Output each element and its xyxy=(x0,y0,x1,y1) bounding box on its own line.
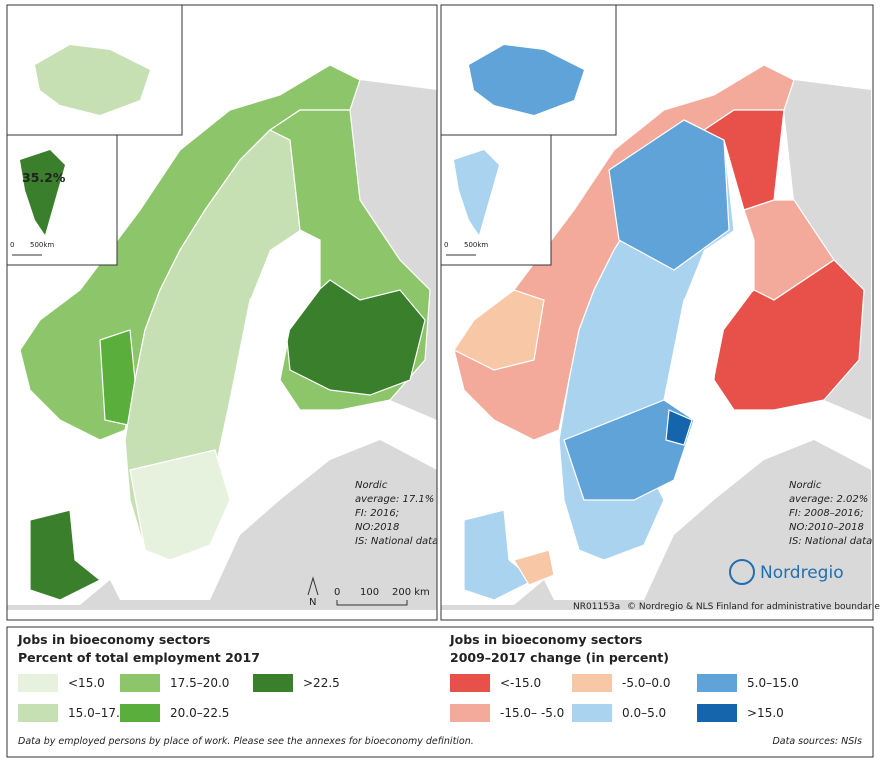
legend-label: >15.0 xyxy=(747,706,784,720)
inset-scale: 500km xyxy=(464,241,488,249)
note-line: FI: 2008–2016; xyxy=(789,508,864,519)
brand: Nordregio xyxy=(760,563,844,583)
note-line: IS: National data xyxy=(355,536,438,547)
scale-label: 200 km xyxy=(392,587,430,598)
legend-swatch xyxy=(572,704,612,722)
legend-label: 17.5–20.0 xyxy=(170,676,229,690)
scale-label: 100 xyxy=(360,587,379,598)
legend-swatch xyxy=(697,674,737,692)
note-line: NO:2018 xyxy=(355,522,399,533)
legend-label: <-15.0 xyxy=(500,676,541,690)
map-right: 0 500km Nordic average: 2.02% FI: 2008–2… xyxy=(440,4,880,621)
legend-label: -5.0–0.0 xyxy=(622,676,671,690)
legend-subtitle: Percent of total employment 2017 xyxy=(18,650,260,665)
legend-swatch xyxy=(18,674,58,692)
note-line: average: 17.1% xyxy=(355,494,434,505)
legend-title: Jobs in bioeconomy sectors xyxy=(17,632,210,647)
legend-swatch xyxy=(572,674,612,692)
legend-label: -15.0– -5.0 xyxy=(500,706,564,720)
legend-label: 5.0–15.0 xyxy=(747,676,799,690)
note-line: IS: National data xyxy=(789,536,872,547)
legend-subtitle: 2009–2017 change (in percent) xyxy=(450,650,669,665)
legend-swatch xyxy=(18,704,58,722)
legend-swatch xyxy=(450,704,490,722)
legend-label: >22.5 xyxy=(303,676,340,690)
legend-swatch xyxy=(697,704,737,722)
legend-swatch xyxy=(120,674,160,692)
legend-label: 15.0–17.5 xyxy=(68,706,127,720)
note: Nordic average: 2.02% FI: 2008–2016; NO:… xyxy=(789,480,872,547)
legend: Jobs in bioeconomy sectors Percent of to… xyxy=(6,626,874,758)
note-line: FI: 2016; xyxy=(355,508,399,519)
inset-scale: 0 xyxy=(444,241,448,249)
note-line: average: 2.02% xyxy=(789,494,868,505)
map-code: NR01153a xyxy=(573,602,620,612)
legend-label: 20.0–22.5 xyxy=(170,706,229,720)
sources: Data sources: NSIs xyxy=(772,736,862,747)
legend-label: <15.0 xyxy=(68,676,105,690)
footnote: Data by employed persons by place of wor… xyxy=(18,736,474,747)
credit: © Nordregio & NLS Finland for administra… xyxy=(627,602,880,612)
inset-scale: 0 xyxy=(10,241,14,249)
legend-swatch xyxy=(120,704,160,722)
note: Nordic average: 17.1% FI: 2016; NO:2018 … xyxy=(355,480,438,547)
legend-title: Jobs in bioeconomy sectors xyxy=(449,632,642,647)
note-line: Nordic xyxy=(789,480,822,491)
legend-label: 0.0–5.0 xyxy=(622,706,666,720)
legend-swatch xyxy=(450,674,490,692)
inset-scale: 500km xyxy=(30,241,54,249)
note-line: NO:2010–2018 xyxy=(789,522,864,533)
note-line: Nordic xyxy=(355,480,388,491)
map-left: 35.2% 0 500km Nordic average: 17.1% FI: … xyxy=(6,4,438,621)
greenland-label: 35.2% xyxy=(22,170,66,185)
legend-swatch xyxy=(253,674,293,692)
scale-label: 0 xyxy=(334,587,340,598)
north-arrow: N xyxy=(309,597,316,608)
